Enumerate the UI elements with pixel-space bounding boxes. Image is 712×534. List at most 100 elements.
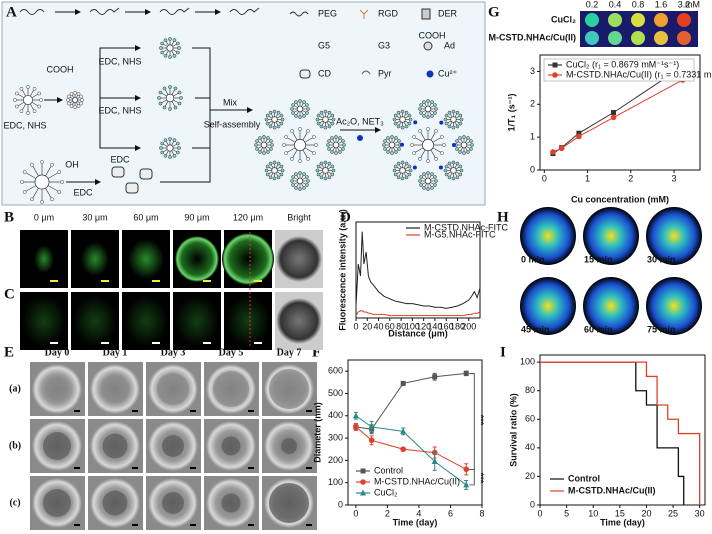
plot-frame xyxy=(539,354,706,506)
scheme-panel xyxy=(1,1,486,206)
terminal xyxy=(400,109,405,114)
time-label: 45 min xyxy=(521,324,550,334)
terminal xyxy=(168,107,172,111)
terminal xyxy=(173,86,178,91)
terminal xyxy=(168,85,172,89)
day-label: Day 0 xyxy=(45,347,70,358)
scale-bar xyxy=(74,467,80,469)
spheroid xyxy=(213,371,249,407)
terminal xyxy=(32,86,37,91)
reagent: EDC xyxy=(110,154,130,164)
mri-slice xyxy=(646,207,702,265)
legend-text: M-CSTD.NHAc/Cu(II) xyxy=(568,485,656,495)
panel-label: D xyxy=(340,209,351,225)
terminal xyxy=(394,150,398,154)
terminal xyxy=(280,168,285,173)
concentration: 0.4 xyxy=(609,0,622,9)
terminal xyxy=(279,172,284,177)
legend-text: RGD xyxy=(378,8,399,18)
depth-label: 60 μm xyxy=(133,212,158,222)
y-tick-label: 80 xyxy=(525,385,535,395)
terminal xyxy=(458,164,463,169)
terminal xyxy=(447,124,452,129)
terminal xyxy=(14,104,19,109)
panel-label: C xyxy=(4,286,15,302)
terminal xyxy=(175,41,180,46)
panel-label: G xyxy=(488,4,500,20)
spheroid xyxy=(281,438,297,454)
terminal xyxy=(272,176,277,181)
panel-label: I xyxy=(500,344,506,360)
scale-bar xyxy=(190,410,196,412)
terminal xyxy=(13,98,17,102)
terminal xyxy=(316,164,321,169)
terminal xyxy=(338,136,342,140)
plot-frame xyxy=(539,54,701,171)
terminal xyxy=(276,110,281,115)
terminal xyxy=(407,164,412,169)
terminal xyxy=(298,127,302,131)
terminal xyxy=(319,175,324,180)
terminal xyxy=(173,105,178,110)
terminal xyxy=(57,170,62,174)
terminal xyxy=(168,137,172,141)
terminal xyxy=(383,147,387,151)
terminal xyxy=(73,91,77,95)
x-tick-label: 4 xyxy=(416,508,421,518)
core xyxy=(271,167,278,174)
terminal xyxy=(282,143,286,147)
y-tick-label: 0 xyxy=(530,164,535,174)
terminal xyxy=(455,124,460,129)
terminal xyxy=(404,124,409,129)
terminal xyxy=(440,151,444,155)
x-tick-label: 200 xyxy=(461,321,476,331)
terminal xyxy=(67,101,71,106)
terminal xyxy=(312,135,316,139)
marker xyxy=(463,481,470,488)
core xyxy=(296,177,304,185)
day-label: Day 1 xyxy=(103,347,128,358)
terminal xyxy=(326,143,330,147)
terminal xyxy=(272,125,277,130)
terminal xyxy=(279,113,284,118)
legend-text: DER xyxy=(438,8,458,18)
terminal xyxy=(19,86,24,91)
panel-label: A xyxy=(6,4,17,20)
x-tick-label: 5 xyxy=(564,508,569,518)
terminal xyxy=(455,139,459,143)
y-tick-label: 1 xyxy=(530,132,535,142)
terminal xyxy=(168,55,172,59)
terminal xyxy=(265,164,270,169)
core xyxy=(294,139,306,151)
bracket xyxy=(469,468,475,486)
x-tick-label: 25 xyxy=(668,508,678,518)
y-tick-label: 20 xyxy=(525,471,535,481)
terminal xyxy=(412,151,416,155)
terminal xyxy=(258,136,262,140)
terminal xyxy=(323,160,328,165)
panel-label: H xyxy=(497,209,509,225)
terminal xyxy=(444,121,449,126)
marker xyxy=(432,374,438,380)
spheroid xyxy=(45,377,69,401)
y-axis-label: Survival ratio (%) xyxy=(508,393,518,467)
spheroid xyxy=(102,490,128,516)
dendrimer xyxy=(315,160,336,181)
core xyxy=(23,95,33,105)
fluorescence xyxy=(73,295,117,347)
terminal xyxy=(172,53,177,58)
terminal xyxy=(426,127,430,131)
fluorescence xyxy=(175,236,219,282)
terminal xyxy=(290,157,294,161)
marker xyxy=(558,145,565,152)
mri-well xyxy=(631,31,645,45)
terminal xyxy=(458,113,463,118)
terminal xyxy=(397,147,401,151)
cu-dot xyxy=(413,120,418,125)
terminal xyxy=(447,110,452,115)
terminal xyxy=(172,38,177,43)
terminal xyxy=(66,98,70,102)
scale-bar xyxy=(203,342,211,344)
cu-dot xyxy=(412,165,417,170)
